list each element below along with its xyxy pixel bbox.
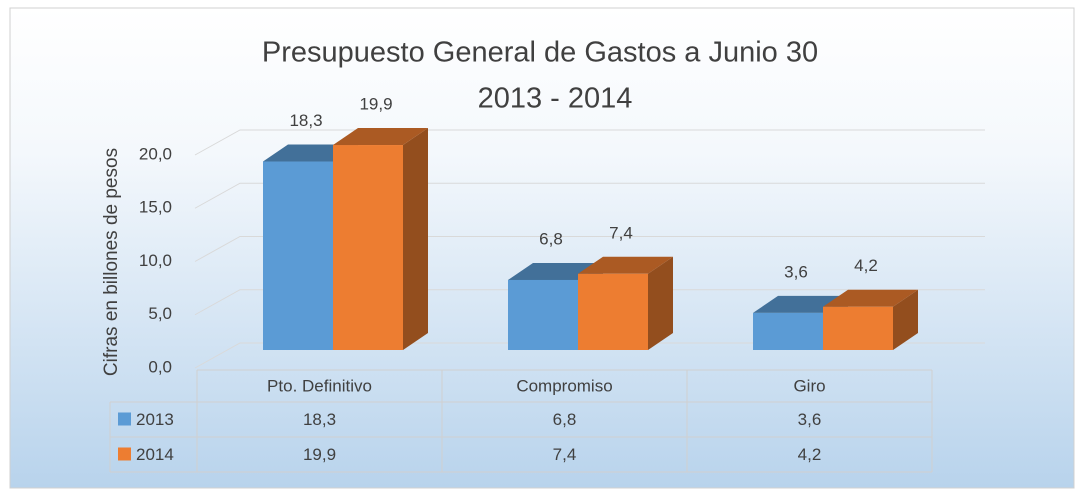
x-tick-label: Pto. Definitivo — [267, 376, 372, 395]
y-tick-label: 5,0 — [148, 304, 172, 323]
table-cell: 7,4 — [553, 445, 577, 464]
data-label: 4,2 — [854, 256, 878, 275]
bar — [823, 306, 893, 350]
y-tick-label: 20,0 — [139, 144, 172, 163]
bar-side — [648, 256, 673, 350]
bar-top — [823, 289, 918, 307]
table-cell: 19,9 — [303, 445, 336, 464]
data-label: 18,3 — [289, 111, 322, 130]
table-cell: 6,8 — [553, 410, 577, 429]
legend-label: 2014 — [136, 445, 174, 464]
grid-line — [194, 289, 985, 316]
chart-title: Presupuesto General de Gastos a Junio 30 — [262, 37, 818, 69]
grid-line — [194, 236, 985, 262]
y-axis-label: Cifras en billones de pesos — [101, 148, 122, 376]
bar — [508, 279, 578, 350]
bar-top — [333, 128, 428, 146]
grid-line — [194, 182, 985, 209]
data-label: 7,4 — [609, 223, 633, 242]
bar-side — [893, 289, 918, 350]
bar-side — [403, 128, 428, 350]
chart-background — [9, 7, 1075, 489]
data-label: 19,9 — [359, 95, 392, 114]
chart-subtitle: 2013 - 2014 — [478, 83, 633, 115]
legend-swatch — [118, 412, 131, 426]
data-label: 6,8 — [539, 229, 563, 248]
data-label: 3,6 — [784, 262, 808, 281]
bar-top — [578, 256, 673, 274]
x-tick-label: Giro — [793, 376, 825, 395]
bar — [578, 273, 648, 350]
bar — [333, 145, 403, 350]
x-tick-label: Compromiso — [516, 376, 612, 395]
table-cell: 18,3 — [303, 410, 336, 429]
table-cell: 3,6 — [798, 410, 822, 429]
bar — [753, 312, 823, 350]
bar — [263, 161, 333, 350]
grid-line — [194, 129, 985, 156]
y-tick-label: 10,0 — [139, 251, 172, 270]
y-tick-label: 15,0 — [139, 198, 172, 217]
legend-label: 2013 — [136, 410, 174, 429]
table-cell: 4,2 — [798, 445, 822, 464]
grid-line — [194, 342, 985, 369]
legend-swatch — [118, 447, 131, 461]
y-tick-label: 0,0 — [148, 357, 172, 376]
